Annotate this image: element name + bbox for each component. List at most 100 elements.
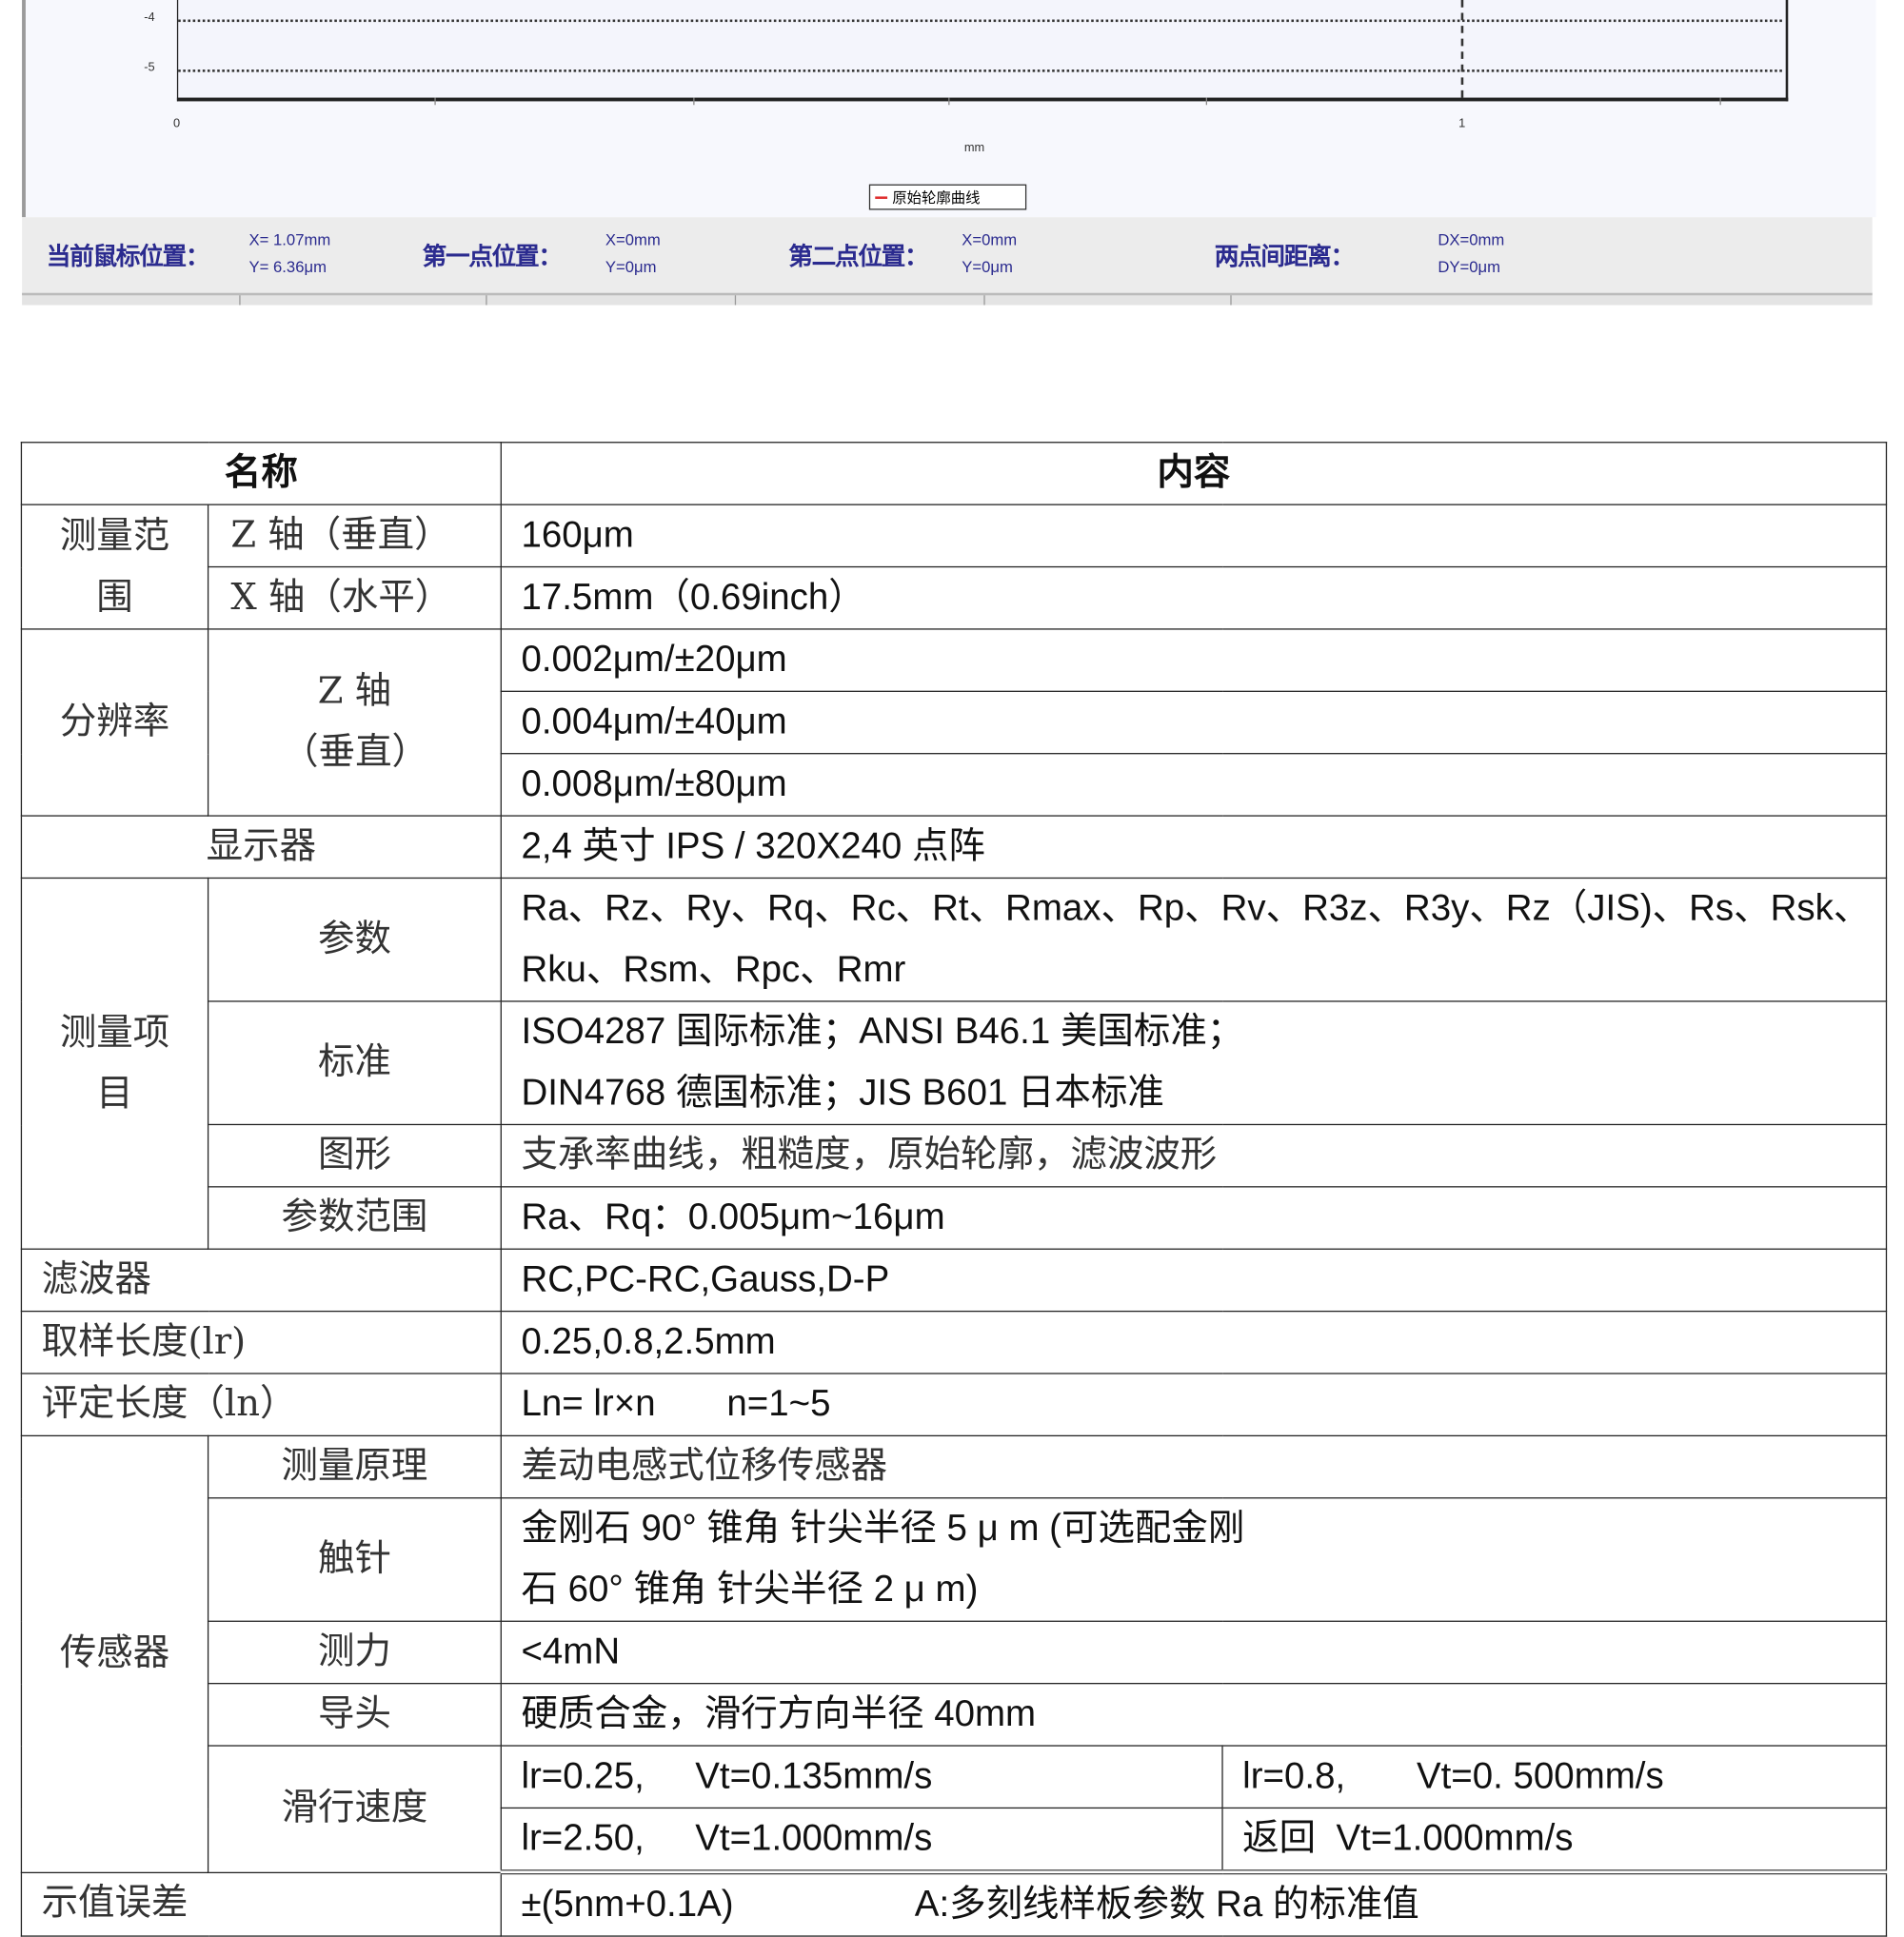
bottom-strip bbox=[22, 292, 1873, 306]
resolution-value: 0.008μm/±80μm bbox=[500, 753, 1888, 817]
guide-value: 硬质合金，滑行方向半径 40mm bbox=[500, 1683, 1888, 1747]
table-row: 触针 金刚石 90° 锥角 针尖半径 5 μ m (可选配金刚石 60° 锥角 … bbox=[21, 1497, 1888, 1622]
range-x-label: X 轴（水平） bbox=[207, 565, 502, 630]
force-value: <4mN bbox=[500, 1620, 1888, 1685]
table-row: 导头 硬质合金，滑行方向半径 40mm bbox=[21, 1683, 1888, 1747]
spec-table: 名称 内容 测量范围 Z 轴（垂直） 160μm X 轴（水平） 17.5mm（… bbox=[20, 442, 1888, 1937]
y-tick: -4 bbox=[144, 10, 155, 25]
table-row: 滤波器 RC,PC-RC,Gauss,D-P bbox=[20, 1248, 1888, 1313]
cursor-y: Y= 6.36μm bbox=[248, 257, 327, 276]
plot-frame bbox=[176, 0, 1789, 102]
header-name: 名称 bbox=[20, 442, 502, 505]
speed-label: 滑行速度 bbox=[207, 1745, 502, 1873]
filter-label: 滤波器 bbox=[20, 1248, 502, 1313]
point2-x: X=0mm bbox=[962, 230, 1018, 249]
range-label: 测量范围 bbox=[20, 504, 209, 630]
x-minor-tick bbox=[1205, 97, 1207, 106]
error-value: ±(5nm+0.1A) A:多刻线样板参数 Ra 的标准值 bbox=[500, 1871, 1888, 1937]
resolution-value: 0.002μm/±20μm bbox=[500, 628, 1888, 692]
evaluation-value: Ln= lr×n n=1~5 bbox=[500, 1373, 1888, 1437]
x-minor-tick bbox=[1719, 97, 1721, 106]
table-row: 分辨率 Z 轴（垂直） 0.002μm/±20μm bbox=[20, 628, 1888, 817]
table-row: 显示器 2,4 英寸 IPS / 320X240 点阵 bbox=[20, 815, 1888, 880]
range-x-value: 17.5mm（0.69inch） bbox=[500, 565, 1888, 630]
table-row: 测量范围 Z 轴（垂直） 160μm bbox=[20, 504, 1888, 630]
table-row: 标准 ISO4287 国际标准；ANSI B46.1 美国标准；DIN4768 … bbox=[21, 1000, 1888, 1126]
range-z-label: Z 轴（垂直） bbox=[207, 504, 502, 568]
standard-label: 标准 bbox=[207, 1000, 502, 1126]
speed-value: lr=0.8, Vt=0. 500mm/s bbox=[1221, 1745, 1888, 1809]
legend-label: 原始轮廓曲线 bbox=[892, 188, 981, 207]
speed-value: lr=2.50, Vt=1.000mm/s bbox=[500, 1807, 1223, 1875]
table-row: 滑行速度 lr=0.25, Vt=0.135mm/s lr=0.8, Vt=0.… bbox=[21, 1745, 1888, 1873]
table-row: X 轴（水平） 17.5mm（0.69inch） bbox=[21, 565, 1888, 630]
sampling-label: 取样长度(lr) bbox=[20, 1310, 502, 1374]
force-label: 测力 bbox=[207, 1620, 502, 1685]
resolution-sub: Z 轴（垂直） bbox=[207, 628, 502, 817]
evaluation-label: 评定长度（ln） bbox=[20, 1373, 502, 1437]
principle-value: 差动电感式位移传感器 bbox=[500, 1434, 1888, 1499]
params-value: Ra、Rz、Ry、Rq、Rc、Rt、Rmax、Rp、Rv、R3z、R3y、Rz（… bbox=[500, 877, 1888, 1002]
legend: 原始轮廓曲线 bbox=[868, 184, 1027, 210]
sampling-value: 0.25,0.8,2.5mm bbox=[500, 1310, 1888, 1374]
point1-label: 第一点位置： bbox=[422, 244, 563, 271]
x-minor-tick bbox=[948, 97, 950, 106]
distance-label: 两点间距离： bbox=[1214, 244, 1355, 271]
cursor-label: 当前鼠标位置： bbox=[46, 244, 210, 271]
x-minor-tick bbox=[693, 97, 695, 106]
table-header: 名称 内容 bbox=[20, 442, 1888, 505]
items-label: 测量项目 bbox=[20, 877, 209, 1250]
table-row: 图形 支承率曲线，粗糙度，原始轮廓，滤波波形 bbox=[21, 1123, 1888, 1188]
legend-swatch bbox=[875, 195, 888, 199]
table-row: 参数范围 Ra、Rq：0.005μm~16μm bbox=[21, 1186, 1888, 1250]
stylus-value: 金刚石 90° 锥角 针尖半径 5 μ m (可选配金刚石 60° 锥角 针尖半… bbox=[500, 1497, 1888, 1622]
resolution-label: 分辨率 bbox=[20, 628, 209, 817]
table-row: 测量项目 参数 Ra、Rz、Ry、Rq、Rc、Rt、Rmax、Rp、Rv、R3z… bbox=[20, 877, 1888, 1250]
cursor-x: X= 1.07mm bbox=[248, 230, 331, 249]
table-row: 评定长度（ln） Ln= lr×n n=1~5 bbox=[20, 1373, 1888, 1437]
resolution-value: 0.004μm/±40μm bbox=[500, 690, 1888, 755]
table-row: 0.008μm/±80μm bbox=[21, 753, 1888, 817]
distance-y: DY=0μm bbox=[1438, 257, 1500, 276]
table-row: 0.004μm/±40μm bbox=[21, 690, 1888, 755]
standard-value: ISO4287 国际标准；ANSI B46.1 美国标准；DIN4768 德国标… bbox=[500, 1000, 1888, 1126]
x-tick: 1 bbox=[1458, 117, 1466, 131]
table-row: 示值误差 ±(5nm+0.1A) A:多刻线样板参数 Ra 的标准值 bbox=[20, 1871, 1888, 1937]
stylus-label: 触针 bbox=[207, 1497, 502, 1622]
param-range-value: Ra、Rq：0.005μm~16μm bbox=[500, 1186, 1888, 1250]
range-z-value: 160μm bbox=[500, 504, 1888, 568]
x-minor-tick bbox=[434, 97, 436, 106]
header-content: 内容 bbox=[500, 442, 1888, 505]
display-label: 显示器 bbox=[20, 815, 502, 880]
graph-label: 图形 bbox=[207, 1123, 502, 1188]
point2-y: Y=0μm bbox=[962, 257, 1013, 276]
status-bar: 当前鼠标位置： X= 1.07mm Y= 6.36μm 第一点位置： X=0mm… bbox=[22, 217, 1873, 293]
display-value: 2,4 英寸 IPS / 320X240 点阵 bbox=[500, 815, 1888, 880]
error-label: 示值误差 bbox=[20, 1871, 502, 1937]
speed-value: lr=0.25, Vt=0.135mm/s bbox=[500, 1745, 1223, 1809]
point2-label: 第二点位置： bbox=[788, 244, 928, 271]
table-row: lr=2.50, Vt=1.000mm/s 返回 Vt=1.000mm/s bbox=[21, 1807, 1888, 1875]
principle-label: 测量原理 bbox=[207, 1434, 502, 1499]
y-tick: -5 bbox=[144, 61, 155, 75]
filter-value: RC,PC-RC,Gauss,D-P bbox=[500, 1248, 1888, 1313]
param-range-label: 参数范围 bbox=[207, 1186, 502, 1250]
point1-x: X=0mm bbox=[605, 230, 661, 249]
table-row: 取样长度(lr) 0.25,0.8,2.5mm bbox=[20, 1310, 1888, 1374]
grid-line bbox=[178, 69, 1782, 72]
grid-line bbox=[178, 19, 1782, 23]
params-label: 参数 bbox=[207, 877, 502, 1002]
table-row: 传感器 测量原理 差动电感式位移传感器 bbox=[20, 1434, 1888, 1873]
table-row: 测力 <4mN bbox=[21, 1620, 1888, 1685]
error-note: A:多刻线样板参数 Ra 的标准值 bbox=[914, 1884, 1419, 1925]
graph-value: 支承率曲线，粗糙度，原始轮廓，滤波波形 bbox=[500, 1123, 1888, 1188]
error-formula: ±(5nm+0.1A) bbox=[521, 1884, 734, 1925]
guide-label: 导头 bbox=[207, 1683, 502, 1747]
x-tick: 0 bbox=[173, 117, 181, 131]
point1-y: Y=0μm bbox=[605, 257, 657, 276]
distance-x: DX=0mm bbox=[1438, 230, 1505, 249]
speed-value: 返回 Vt=1.000mm/s bbox=[1221, 1807, 1888, 1875]
cursor-line bbox=[1460, 0, 1464, 98]
sensor-label: 传感器 bbox=[20, 1434, 209, 1873]
